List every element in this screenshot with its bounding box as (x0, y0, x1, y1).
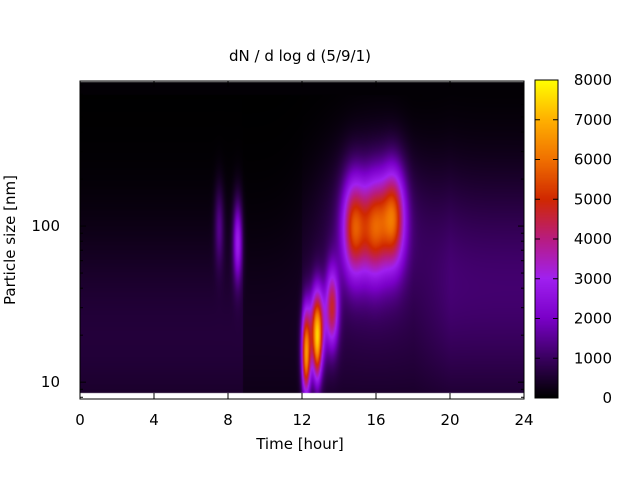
colorbar-ticks: 0 1000 2000 3000 4000 5000 6000 7000 8000 (535, 71, 612, 407)
x-axis-label: Time [hour] (255, 435, 344, 453)
x-tick-label: 16 (366, 411, 385, 429)
colorbar-tick-label: 4000 (574, 230, 612, 248)
colorbar-tick-label: 6000 (574, 151, 612, 169)
x-tick-label: 20 (440, 411, 459, 429)
colorbar-tick-label: 2000 (574, 310, 612, 328)
colorbar (535, 80, 558, 398)
x-tick-label: 0 (75, 411, 85, 429)
x-tick-label: 24 (514, 411, 533, 429)
y-tick-label: 100 (31, 217, 60, 235)
x-tick-label: 4 (149, 411, 159, 429)
x-tick-label: 8 (223, 411, 233, 429)
colorbar-tick-label: 8000 (574, 71, 612, 89)
x-tick-label: 12 (292, 411, 311, 429)
colorbar-tick-label: 7000 (574, 111, 612, 129)
y-ticks: 10 100 (31, 84, 524, 398)
colorbar-tick-label: 3000 (574, 270, 612, 288)
y-axis-label: Particle size [nm] (1, 175, 19, 305)
chart-title: dN / d log d (5/9/1) (229, 47, 371, 65)
plot-frame (79, 80, 525, 400)
colorbar-tick-label: 0 (602, 389, 612, 407)
colorbar-tick-label: 5000 (574, 190, 612, 208)
heatmap-plot-area (80, 81, 524, 399)
y-tick-label: 10 (41, 373, 60, 391)
colorbar-tick-label: 1000 (574, 349, 612, 367)
x-ticks: 0 4 8 12 16 20 24 (75, 81, 534, 429)
